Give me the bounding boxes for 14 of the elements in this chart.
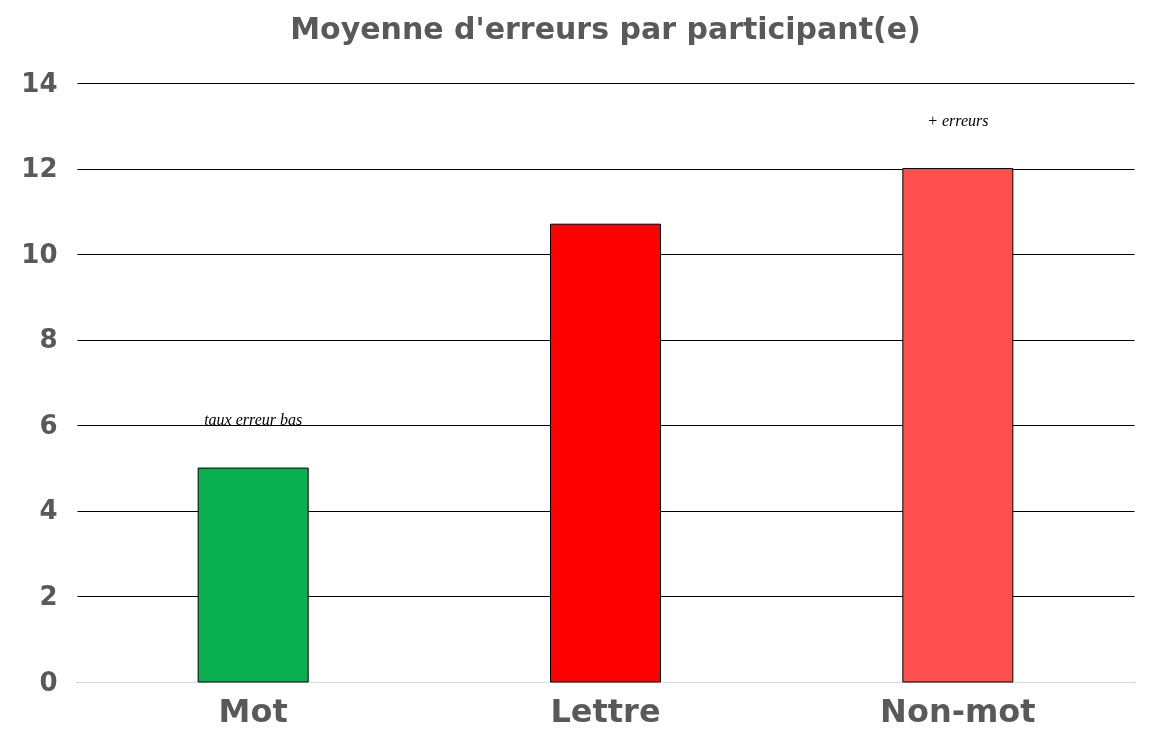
annotation: + erreurs bbox=[927, 111, 989, 129]
y-tick-label: 4 bbox=[39, 495, 58, 526]
y-tick-label: 14 bbox=[21, 67, 58, 98]
y-tick-label: 2 bbox=[39, 580, 58, 611]
y-tick-label: 0 bbox=[39, 666, 58, 697]
x-tick-label: Lettre bbox=[550, 691, 661, 730]
y-tick-label: 10 bbox=[21, 238, 58, 269]
annotation: taux erreur bas bbox=[204, 411, 303, 429]
y-tick-label: 8 bbox=[39, 324, 58, 355]
y-tick-label: 6 bbox=[39, 409, 58, 440]
y-tick-label: 12 bbox=[21, 153, 58, 184]
x-tick-label: Non-mot bbox=[880, 691, 1036, 730]
x-tick-label: Mot bbox=[218, 691, 288, 730]
chart-title: Moyenne d'erreurs par participant(e) bbox=[290, 11, 921, 46]
